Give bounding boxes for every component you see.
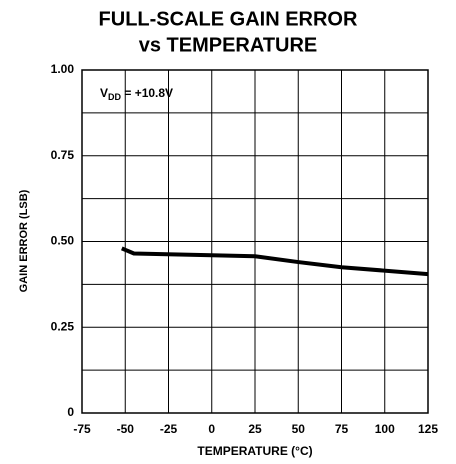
y-tick-label: 1.00 xyxy=(51,62,75,76)
annotation-sub: DD xyxy=(108,92,121,102)
x-tick-label: 125 xyxy=(418,422,438,436)
y-tick-label: 0.75 xyxy=(51,148,75,162)
plot-frame xyxy=(81,69,429,414)
x-axis-label: TEMPERATURE (°C) xyxy=(197,444,312,458)
y-tick-label: 0.50 xyxy=(51,234,75,248)
annotation-text: V xyxy=(100,86,108,100)
x-tick-label: 50 xyxy=(292,422,306,436)
x-tick-label: -25 xyxy=(160,422,178,436)
x-tick-label: 100 xyxy=(375,422,395,436)
chart-title: vs TEMPERATURE xyxy=(139,34,318,56)
x-tick-label: -50 xyxy=(117,422,135,436)
data-line xyxy=(121,246,429,277)
x-tick-label: 25 xyxy=(248,422,262,436)
chart-title: FULL-SCALE GAIN ERROR xyxy=(99,8,358,30)
x-tick-label: 75 xyxy=(335,422,349,436)
x-tick-label: 0 xyxy=(208,422,215,436)
annotation-text: = +10.8V xyxy=(121,86,173,100)
x-tick-label: -75 xyxy=(73,422,91,436)
y-tick-label: 0.25 xyxy=(51,319,75,333)
annotation: VDD = +10.8V xyxy=(100,86,173,102)
y-axis-label: GAIN ERROR (LSB) xyxy=(18,189,30,292)
y-tick-label: 0 xyxy=(67,405,74,419)
